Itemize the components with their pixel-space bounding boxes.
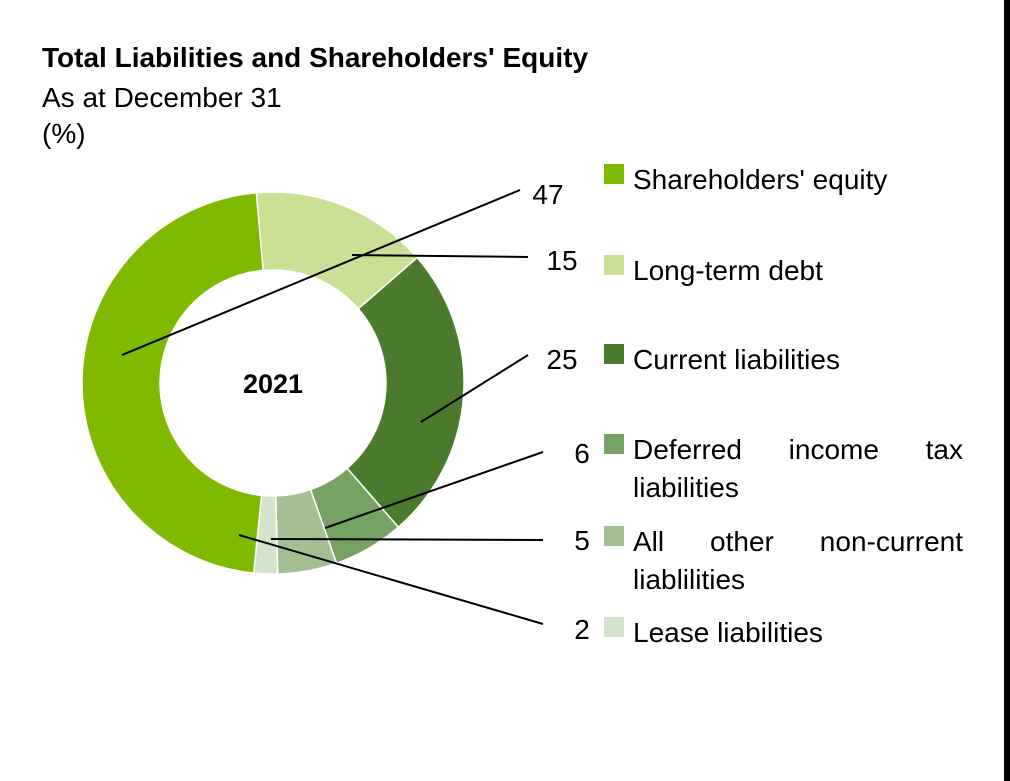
legend-swatch bbox=[604, 255, 624, 275]
leader-line bbox=[351, 254, 529, 258]
donut-slice bbox=[346, 256, 465, 529]
legend-swatch bbox=[604, 617, 624, 637]
legend-swatch bbox=[604, 344, 624, 364]
data-label: 47 bbox=[532, 179, 563, 210]
legend-label: Deferred income tax liabilities bbox=[633, 434, 963, 503]
leader-line bbox=[238, 534, 544, 625]
data-label: 5 bbox=[574, 525, 590, 556]
chart-unit: (%) bbox=[42, 118, 86, 149]
donut-center-label: 2021 bbox=[243, 369, 303, 399]
legend-swatch bbox=[604, 526, 624, 546]
leader-line bbox=[270, 538, 544, 541]
chart-subtitle: As at December 31 bbox=[42, 82, 282, 113]
right-border bbox=[1004, 0, 1010, 781]
chart-legend: Shareholders' equity Long-term debt Curr… bbox=[604, 0, 1004, 781]
donut-slice bbox=[81, 191, 264, 574]
data-label: 25 bbox=[546, 344, 577, 375]
legend-swatch bbox=[604, 434, 624, 454]
data-label: 15 bbox=[546, 245, 577, 276]
leader-line bbox=[121, 189, 521, 356]
data-label: 6 bbox=[574, 438, 590, 469]
chart-title: Total Liabilities and Shareholders' Equi… bbox=[42, 42, 589, 73]
legend-label: Lease liabilities bbox=[633, 617, 823, 648]
leader-line bbox=[324, 451, 544, 529]
legend-label: Current liabilities bbox=[633, 344, 840, 375]
legend-label: Long-term debt bbox=[633, 255, 823, 286]
leader-line bbox=[420, 354, 529, 423]
legend-label: All other non-current liablilities bbox=[633, 526, 963, 595]
legend-swatch bbox=[604, 164, 624, 184]
legend-label: Shareholders' equity bbox=[633, 164, 888, 195]
data-label: 2 bbox=[574, 614, 590, 645]
